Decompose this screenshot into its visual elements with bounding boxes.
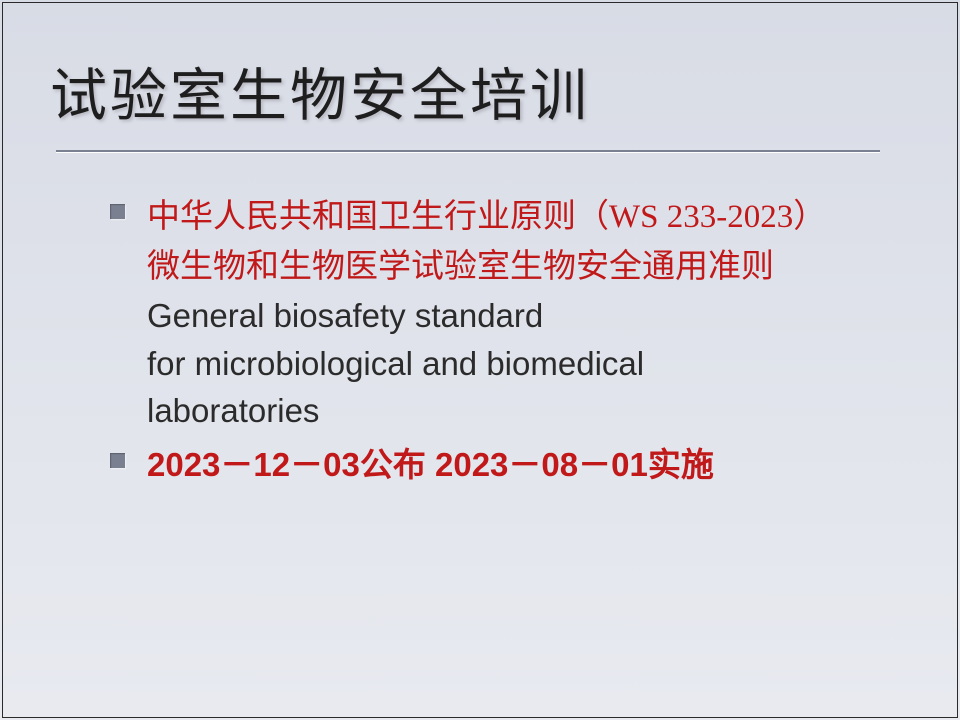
bullet1-line5: laboratories <box>147 392 319 429</box>
bullet-marker-icon <box>110 453 125 468</box>
bullet-item-1: 中华人民共和国卫生行业原则（WS 233-2023） 微生物和生物医学试验室生物… <box>110 192 890 435</box>
bullet1-line1: 中华人民共和国卫生行业原则（WS 233-2023） <box>147 199 826 235</box>
bullet-text-2: 2023－12－03公布 2023－08－01实施 <box>147 441 714 489</box>
title-underline <box>56 150 880 152</box>
bullet-item-2: 2023－12－03公布 2023－08－01实施 <box>110 441 890 489</box>
bullet-marker-icon <box>110 204 125 219</box>
slide-container: 试验室生物安全培训 中华人民共和国卫生行业原则（WS 233-2023） 微生物… <box>0 0 960 720</box>
bullet-text-1: 中华人民共和国卫生行业原则（WS 233-2023） 微生物和生物医学试验室生物… <box>147 192 826 435</box>
bullet1-line3: General biosafety standard <box>147 297 543 334</box>
bullet2-line1: 2023－12－03公布 2023－08－01实施 <box>147 446 714 483</box>
slide-title: 试验室生物安全培训 <box>50 50 910 132</box>
slide-body: 中华人民共和国卫生行业原则（WS 233-2023） 微生物和生物医学试验室生物… <box>50 192 910 489</box>
bullet1-line2: 微生物和生物医学试验室生物安全通用准则 <box>147 249 774 285</box>
bullet1-line4: for microbiological and biomedical <box>147 345 644 382</box>
